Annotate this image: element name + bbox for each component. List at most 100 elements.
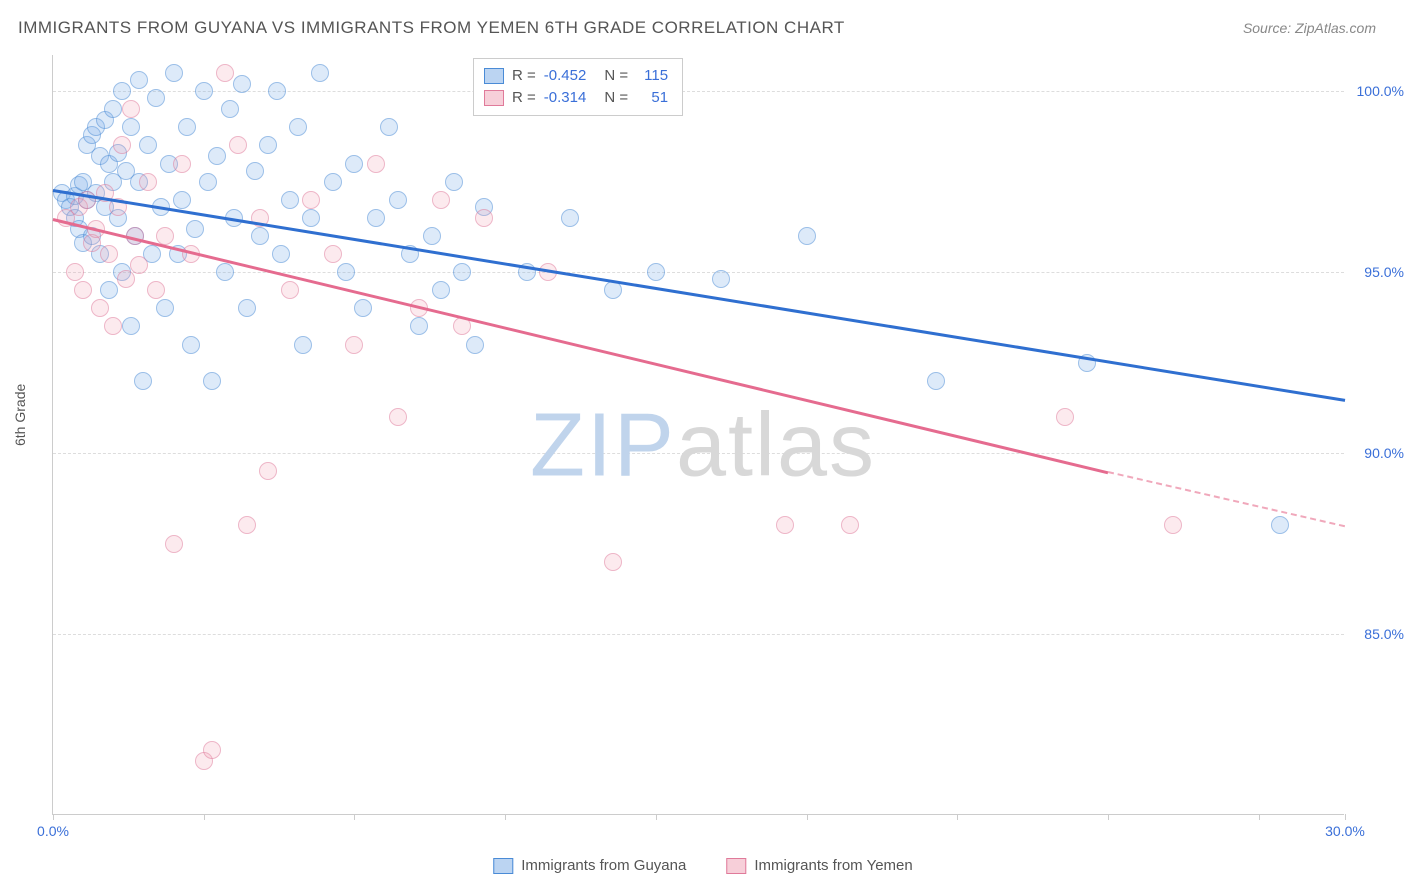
point-guyana <box>466 336 484 354</box>
point-guyana <box>272 245 290 263</box>
x-tick <box>204 814 205 820</box>
point-yemen <box>216 64 234 82</box>
point-yemen <box>475 209 493 227</box>
y-axis-label: 6th Grade <box>12 384 28 446</box>
y-tick-label: 85.0% <box>1349 626 1404 642</box>
legend-label: Immigrants from Guyana <box>521 857 686 874</box>
legend-r-label: R = <box>512 65 536 87</box>
legend-row: R =-0.452N =115 <box>484 65 668 87</box>
legend-swatch <box>484 90 504 106</box>
point-guyana <box>294 336 312 354</box>
plot-area: 85.0%90.0%95.0%100.0%0.0%30.0%R =-0.452N… <box>52 55 1344 815</box>
point-guyana <box>238 299 256 317</box>
trend-line-guyana <box>53 189 1345 401</box>
point-guyana <box>134 372 152 390</box>
point-yemen <box>389 408 407 426</box>
x-tick <box>53 814 54 820</box>
legend-bottom: Immigrants from Guyana Immigrants from Ye… <box>493 857 912 874</box>
legend-label: Immigrants from Yemen <box>754 857 912 874</box>
y-tick-label: 90.0% <box>1349 445 1404 461</box>
point-guyana <box>423 227 441 245</box>
point-guyana <box>203 372 221 390</box>
legend-n-value: 115 <box>636 65 668 87</box>
point-guyana <box>130 71 148 89</box>
point-guyana <box>445 173 463 191</box>
x-tick <box>1108 814 1109 820</box>
point-guyana <box>186 220 204 238</box>
legend-swatch <box>493 858 513 874</box>
point-yemen <box>776 516 794 534</box>
point-guyana <box>178 118 196 136</box>
x-tick <box>656 814 657 820</box>
point-guyana <box>337 263 355 281</box>
point-guyana <box>798 227 816 245</box>
point-guyana <box>268 82 286 100</box>
point-yemen <box>345 336 363 354</box>
point-guyana <box>389 191 407 209</box>
point-guyana <box>367 209 385 227</box>
point-yemen <box>841 516 859 534</box>
point-guyana <box>345 155 363 173</box>
point-yemen <box>1056 408 1074 426</box>
x-tick-label: 30.0% <box>1325 823 1365 839</box>
point-guyana <box>139 136 157 154</box>
point-guyana <box>199 173 217 191</box>
point-yemen <box>156 227 174 245</box>
trend-line-yemen <box>53 218 1109 474</box>
point-yemen <box>100 245 118 263</box>
trend-line-yemen-extrapolated <box>1108 471 1345 527</box>
x-tick <box>807 814 808 820</box>
point-guyana <box>195 82 213 100</box>
point-yemen <box>324 245 342 263</box>
point-yemen <box>113 136 131 154</box>
point-yemen <box>117 270 135 288</box>
point-guyana <box>122 317 140 335</box>
point-yemen <box>302 191 320 209</box>
point-yemen <box>173 155 191 173</box>
point-guyana <box>432 281 450 299</box>
point-yemen <box>139 173 157 191</box>
legend-correlation: R =-0.452N =115R =-0.314N =51 <box>473 58 683 116</box>
point-guyana <box>182 336 200 354</box>
y-tick-label: 95.0% <box>1349 264 1404 280</box>
point-guyana <box>246 162 264 180</box>
point-guyana <box>311 64 329 82</box>
point-guyana <box>324 173 342 191</box>
point-guyana <box>289 118 307 136</box>
point-yemen <box>259 462 277 480</box>
point-guyana <box>173 191 191 209</box>
point-guyana <box>233 75 251 93</box>
point-guyana <box>354 299 372 317</box>
point-guyana <box>561 209 579 227</box>
legend-n-label: N = <box>604 65 628 87</box>
point-yemen <box>74 281 92 299</box>
x-tick <box>1259 814 1260 820</box>
y-tick-label: 100.0% <box>1349 83 1404 99</box>
legend-swatch <box>484 68 504 84</box>
point-yemen <box>66 263 84 281</box>
gridline-horizontal <box>53 272 1344 273</box>
legend-n-value: 51 <box>636 87 668 109</box>
point-yemen <box>238 516 256 534</box>
point-yemen <box>104 317 122 335</box>
x-tick-label: 0.0% <box>37 823 69 839</box>
point-guyana <box>221 100 239 118</box>
point-guyana <box>113 82 131 100</box>
point-yemen <box>604 553 622 571</box>
point-yemen <box>147 281 165 299</box>
chart-title: IMMIGRANTS FROM GUYANA VS IMMIGRANTS FRO… <box>18 18 845 38</box>
point-guyana <box>1271 516 1289 534</box>
source-attribution: Source: ZipAtlas.com <box>1243 20 1376 36</box>
point-guyana <box>216 263 234 281</box>
point-guyana <box>712 270 730 288</box>
point-guyana <box>410 317 428 335</box>
point-yemen <box>1164 516 1182 534</box>
x-tick <box>354 814 355 820</box>
x-tick <box>1345 814 1346 820</box>
point-guyana <box>604 281 622 299</box>
legend-item: Immigrants from Guyana <box>493 857 686 874</box>
legend-n-label: N = <box>604 87 628 109</box>
legend-swatch <box>726 858 746 874</box>
point-yemen <box>203 741 221 759</box>
point-guyana <box>122 118 140 136</box>
